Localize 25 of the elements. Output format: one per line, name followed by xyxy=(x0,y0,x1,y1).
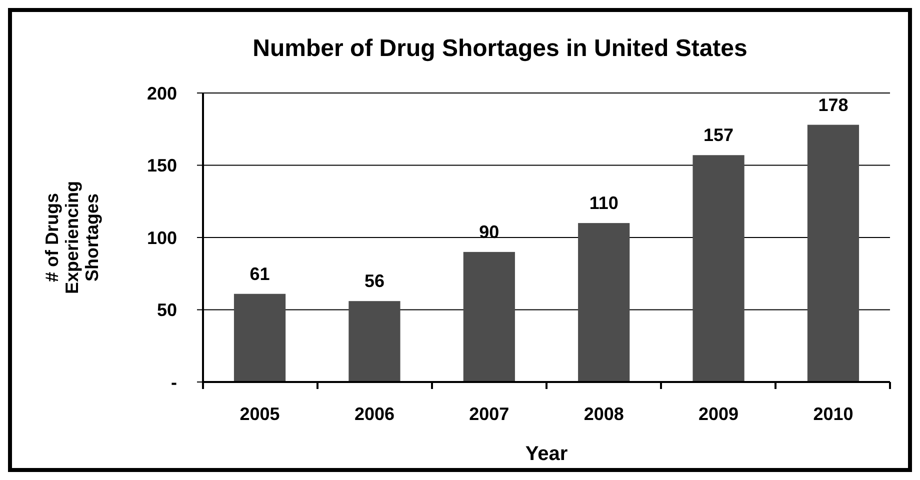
y-tick-label: 200 xyxy=(146,83,177,104)
y-axis-title: # of Drugs Experiencing Shortages xyxy=(42,180,102,294)
y-tick-label: - xyxy=(171,372,177,392)
data-label: 110 xyxy=(589,193,618,214)
y-tick-label: 50 xyxy=(156,300,177,320)
x-tick-label: 2006 xyxy=(354,404,394,424)
y-tick-label: 150 xyxy=(146,156,177,176)
x-tick-label: 2009 xyxy=(698,404,739,424)
x-tick-label: 2005 xyxy=(240,404,280,424)
data-label: 178 xyxy=(818,94,848,115)
bar xyxy=(348,301,400,382)
x-tick-label: 2007 xyxy=(469,404,510,424)
x-tick-label: 2008 xyxy=(584,404,624,424)
bar xyxy=(578,223,630,382)
bar xyxy=(463,252,515,382)
chart-title: Number of Drug Shortages in United States xyxy=(252,35,748,62)
data-label: 56 xyxy=(364,271,384,292)
bar xyxy=(692,155,744,382)
x-axis-title: Year xyxy=(525,443,568,465)
y-tick-label: 100 xyxy=(146,228,177,248)
bar xyxy=(234,294,286,382)
x-tick-label: 2010 xyxy=(813,404,854,424)
bar xyxy=(807,124,860,382)
data-label: 157 xyxy=(704,125,734,146)
data-label: 61 xyxy=(250,264,270,284)
